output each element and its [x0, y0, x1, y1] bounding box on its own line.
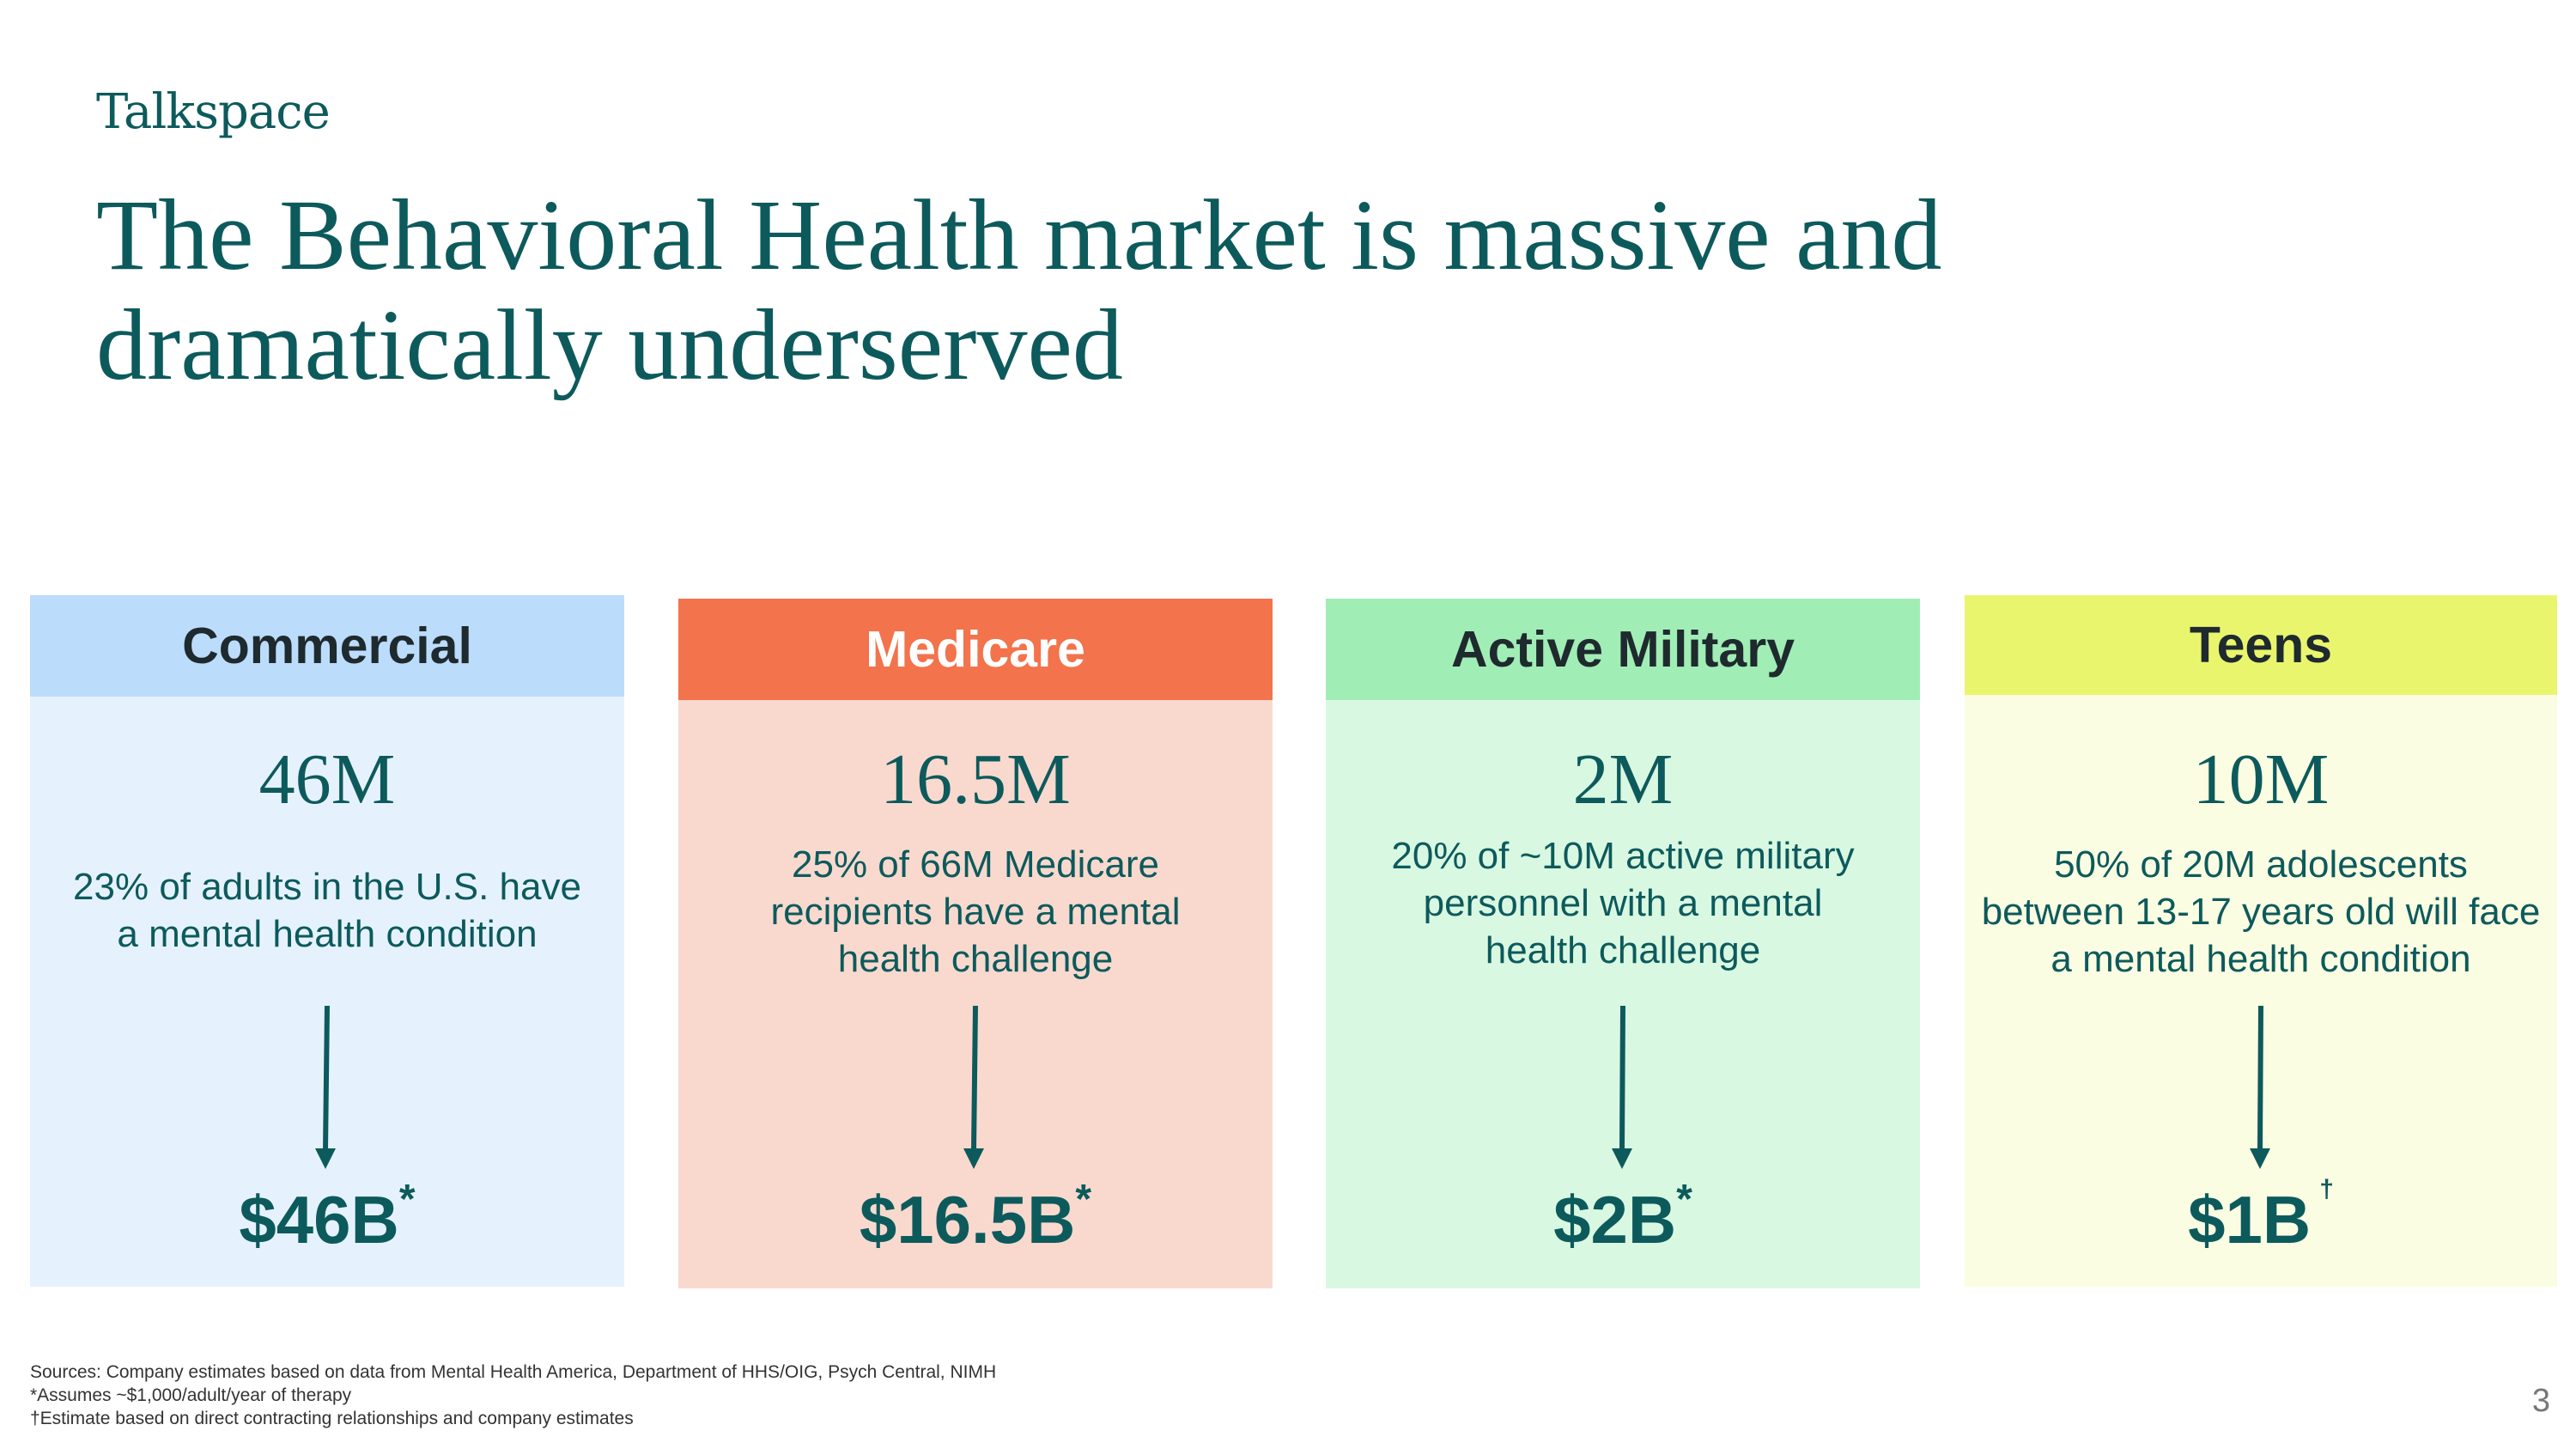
card-description: 20% of ~10M active military personnel wi… — [1343, 832, 1903, 974]
slide-title: The Behavioral Health market is massive … — [96, 180, 2157, 400]
desc-line: 25% of 66M Medicare — [792, 843, 1159, 886]
title-line-2: dramatically underserved — [96, 289, 1123, 401]
market-card-medicare: Medicare 16.5M 25% of 66M Medicare recip… — [678, 599, 1273, 1288]
card-description: 23% of adults in the U.S. have a mental … — [47, 863, 607, 958]
value-amount: $16.5B — [859, 1182, 1076, 1257]
desc-line: health challenge — [1485, 929, 1761, 971]
value-footnote-mark: * — [398, 1177, 416, 1222]
value-footnote-mark: * — [1075, 1177, 1092, 1222]
desc-line: health challenge — [837, 938, 1114, 980]
card-population: 16.5M — [880, 740, 1071, 819]
card-population: 2M — [1572, 740, 1674, 819]
desc-line: 20% of ~10M active military — [1391, 835, 1855, 877]
estimate-note: †Estimate based on direct contracting re… — [30, 1409, 634, 1428]
value-footnote-mark: † — [2319, 1175, 2334, 1203]
card-market-value: $1B † — [1965, 1175, 2557, 1259]
card-population: 10M — [2192, 740, 2330, 819]
desc-line: 50% of 20M adolescents — [2054, 843, 2468, 886]
market-card-active-military: Active Military 2M 20% of ~10M active mi… — [1326, 599, 1920, 1288]
card-description: 50% of 20M adolescents between 13-17 yea… — [1971, 841, 2550, 983]
card-header: Active Military — [1326, 599, 1920, 700]
sources-note: Sources: Company estimates based on data… — [30, 1362, 997, 1382]
card-market-value: $46B* — [30, 1177, 624, 1259]
card-header: Medicare — [678, 599, 1273, 700]
page-number: 3 — [2531, 1383, 2550, 1419]
value-amount: $46B — [239, 1182, 399, 1257]
market-card-commercial: Commercial 46M 23% of adults in the U.S.… — [30, 595, 624, 1287]
desc-line: personnel with a mental — [1423, 882, 1823, 924]
footnotes: Sources: Company estimates based on data… — [30, 1361, 996, 1430]
title-line-1: The Behavioral Health market is massive … — [96, 179, 1942, 291]
assumption-note: *Assumes ~$1,000/adult/year of therapy — [30, 1385, 352, 1405]
desc-line: 23% of adults in the U.S. have — [73, 866, 581, 908]
down-arrow-icon — [1612, 1006, 1632, 1169]
value-amount: $1B — [2188, 1182, 2312, 1257]
talkspace-logo: Talkspace — [96, 84, 331, 140]
down-arrow-icon — [315, 1006, 336, 1169]
desc-line: a mental health condition — [117, 913, 538, 955]
down-arrow-icon — [2250, 1006, 2270, 1169]
value-amount: $2B — [1553, 1182, 1677, 1257]
card-market-value: $16.5B* — [678, 1177, 1273, 1259]
desc-line: between 13-17 years old will face — [1981, 891, 2541, 933]
down-arrow-icon — [963, 1006, 984, 1169]
market-card-teens: Teens 10M 50% of 20M adolescents between… — [1965, 595, 2557, 1287]
card-market-value: $2B* — [1326, 1177, 1920, 1259]
card-header: Commercial — [30, 595, 624, 697]
desc-line: recipients have a mental — [770, 891, 1181, 933]
card-population: 46M — [258, 740, 396, 819]
value-footnote-mark: * — [1676, 1177, 1692, 1222]
card-header: Teens — [1965, 595, 2557, 695]
card-description: 25% of 66M Medicare recipients have a me… — [696, 841, 1255, 983]
desc-line: a mental health condition — [2050, 938, 2471, 980]
